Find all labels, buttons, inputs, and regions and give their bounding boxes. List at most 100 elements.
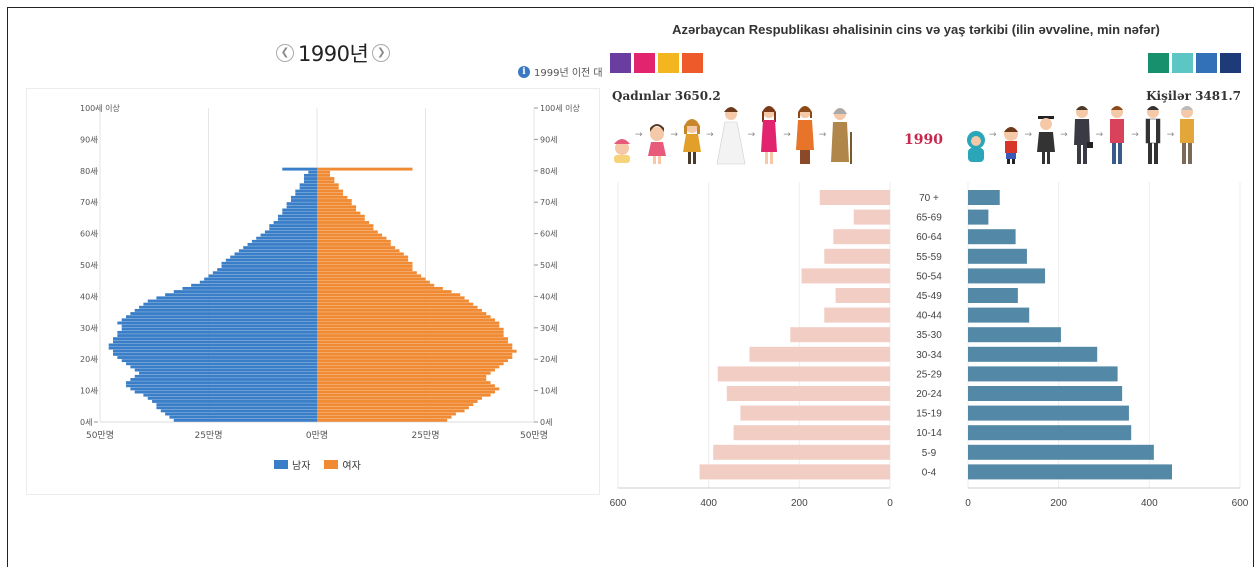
bar-male [147, 396, 317, 400]
bar-men [968, 307, 1030, 323]
swatch-navy [1220, 53, 1241, 73]
bar-female [317, 265, 413, 268]
elderly-man-icon [1180, 106, 1195, 164]
x-tick-label: 0만명 [306, 430, 328, 441]
bar-female [317, 214, 365, 218]
bar-male [165, 412, 317, 416]
bar-male [156, 406, 317, 410]
bar-female [317, 400, 478, 403]
bar-female [317, 211, 361, 215]
bar-male [182, 286, 317, 290]
y-tick-label-left: 100세 이상 [80, 103, 121, 113]
bar-female [317, 167, 413, 171]
bar-male [290, 199, 317, 202]
boy-icon [1003, 127, 1018, 164]
legend-label-male: 남자 [292, 461, 311, 472]
baby-boy-icon [967, 131, 985, 162]
bar-men [968, 209, 989, 225]
bar-male [152, 400, 317, 403]
azerbaijan-population-pyramid: Azərbaycan Respublikası əhalisinin cins … [606, 12, 1257, 509]
y-tick-label-left: 20세 [80, 355, 98, 364]
legend-item-male[interactable]: 남자 [274, 457, 310, 472]
chevron-right-icon[interactable]: ❯ [372, 44, 391, 62]
bar-female [317, 283, 435, 287]
chevron-left-icon[interactable]: ❮ [276, 44, 294, 62]
men-color-swatches [1148, 53, 1241, 73]
y-tick-label-left: 80세 [80, 167, 98, 176]
bar-female [317, 236, 387, 240]
y-tick-label-right: 70세 [540, 198, 558, 207]
x-tick-label-men: 600 [1232, 498, 1249, 509]
bar-men [968, 229, 1016, 245]
bar-men [968, 346, 1098, 362]
bar-male [113, 352, 318, 356]
bar-female [317, 305, 478, 309]
bride-icon [716, 107, 746, 165]
bar-male [260, 233, 317, 237]
legend-item-female[interactable]: 여자 [324, 457, 361, 472]
legend-swatch-male [274, 460, 288, 469]
bar-female [317, 371, 491, 375]
y-tick-label-left: 10세 [80, 387, 98, 396]
bar-female [317, 349, 517, 353]
bar-female [317, 299, 469, 303]
pyramid-legend: 남자 여자 [274, 457, 361, 472]
bar-male [134, 368, 317, 372]
bar-male [130, 387, 317, 391]
y-tick-label-right: 100세 이상 [540, 103, 581, 113]
bar-female [317, 296, 465, 300]
bar-women [824, 307, 890, 323]
businessman-icon [1073, 106, 1093, 164]
bar-female [317, 271, 417, 275]
bar-male [156, 296, 317, 300]
bar-women [853, 209, 890, 225]
bar-men [968, 405, 1129, 421]
bar-male [147, 299, 317, 303]
info-icon[interactable]: i [518, 65, 530, 78]
bar-female [317, 195, 348, 199]
image-frame [7, 7, 1254, 567]
bar-male [173, 290, 317, 294]
category-label: 40-44 [916, 311, 942, 322]
bar-female [317, 356, 513, 359]
bar-male [230, 255, 317, 259]
baby-girl-icon [614, 139, 630, 163]
y-tick-label-right: 20세 [540, 355, 558, 364]
age-group-plot: 70 + 65-69 60-64 55-59 50-54 45-49 40-44 35-30 3… [610, 182, 1249, 509]
bar-men [968, 366, 1118, 382]
bar-male [286, 205, 317, 209]
bar-female [317, 415, 452, 419]
bar-women [699, 464, 890, 480]
bar-female [317, 302, 474, 306]
bar-male [126, 362, 317, 366]
arrow-icon: → [1166, 130, 1175, 140]
bar-female [317, 321, 500, 325]
bar-female [317, 261, 413, 265]
x-tick-label-men: 0 [965, 498, 971, 509]
bar-female [317, 224, 374, 228]
bar-female [317, 217, 365, 221]
bar-male [303, 177, 317, 180]
chart-title: Azərbaycan Respublikası əhalisinin cins … [672, 22, 1160, 37]
bar-women [713, 444, 890, 460]
bar-male [113, 337, 318, 341]
bar-female [317, 393, 491, 397]
bar-men [968, 386, 1123, 401]
bar-male [130, 365, 317, 369]
graduate-icon [1037, 116, 1056, 164]
bar-male [221, 261, 317, 265]
bar-male [269, 224, 317, 228]
bar-female [317, 359, 508, 363]
bar-male [256, 236, 317, 240]
bar-female [317, 368, 495, 372]
center-year-label: 1990 [904, 132, 943, 148]
legend-swatch-female [324, 460, 339, 469]
bar-female [317, 387, 500, 391]
category-label: 25-29 [916, 369, 942, 380]
bar-male [134, 390, 317, 394]
bar-female [317, 418, 448, 422]
category-label: 30-34 [916, 350, 942, 361]
bar-male [295, 192, 317, 196]
bar-male [121, 318, 317, 322]
bar-male [295, 189, 317, 193]
